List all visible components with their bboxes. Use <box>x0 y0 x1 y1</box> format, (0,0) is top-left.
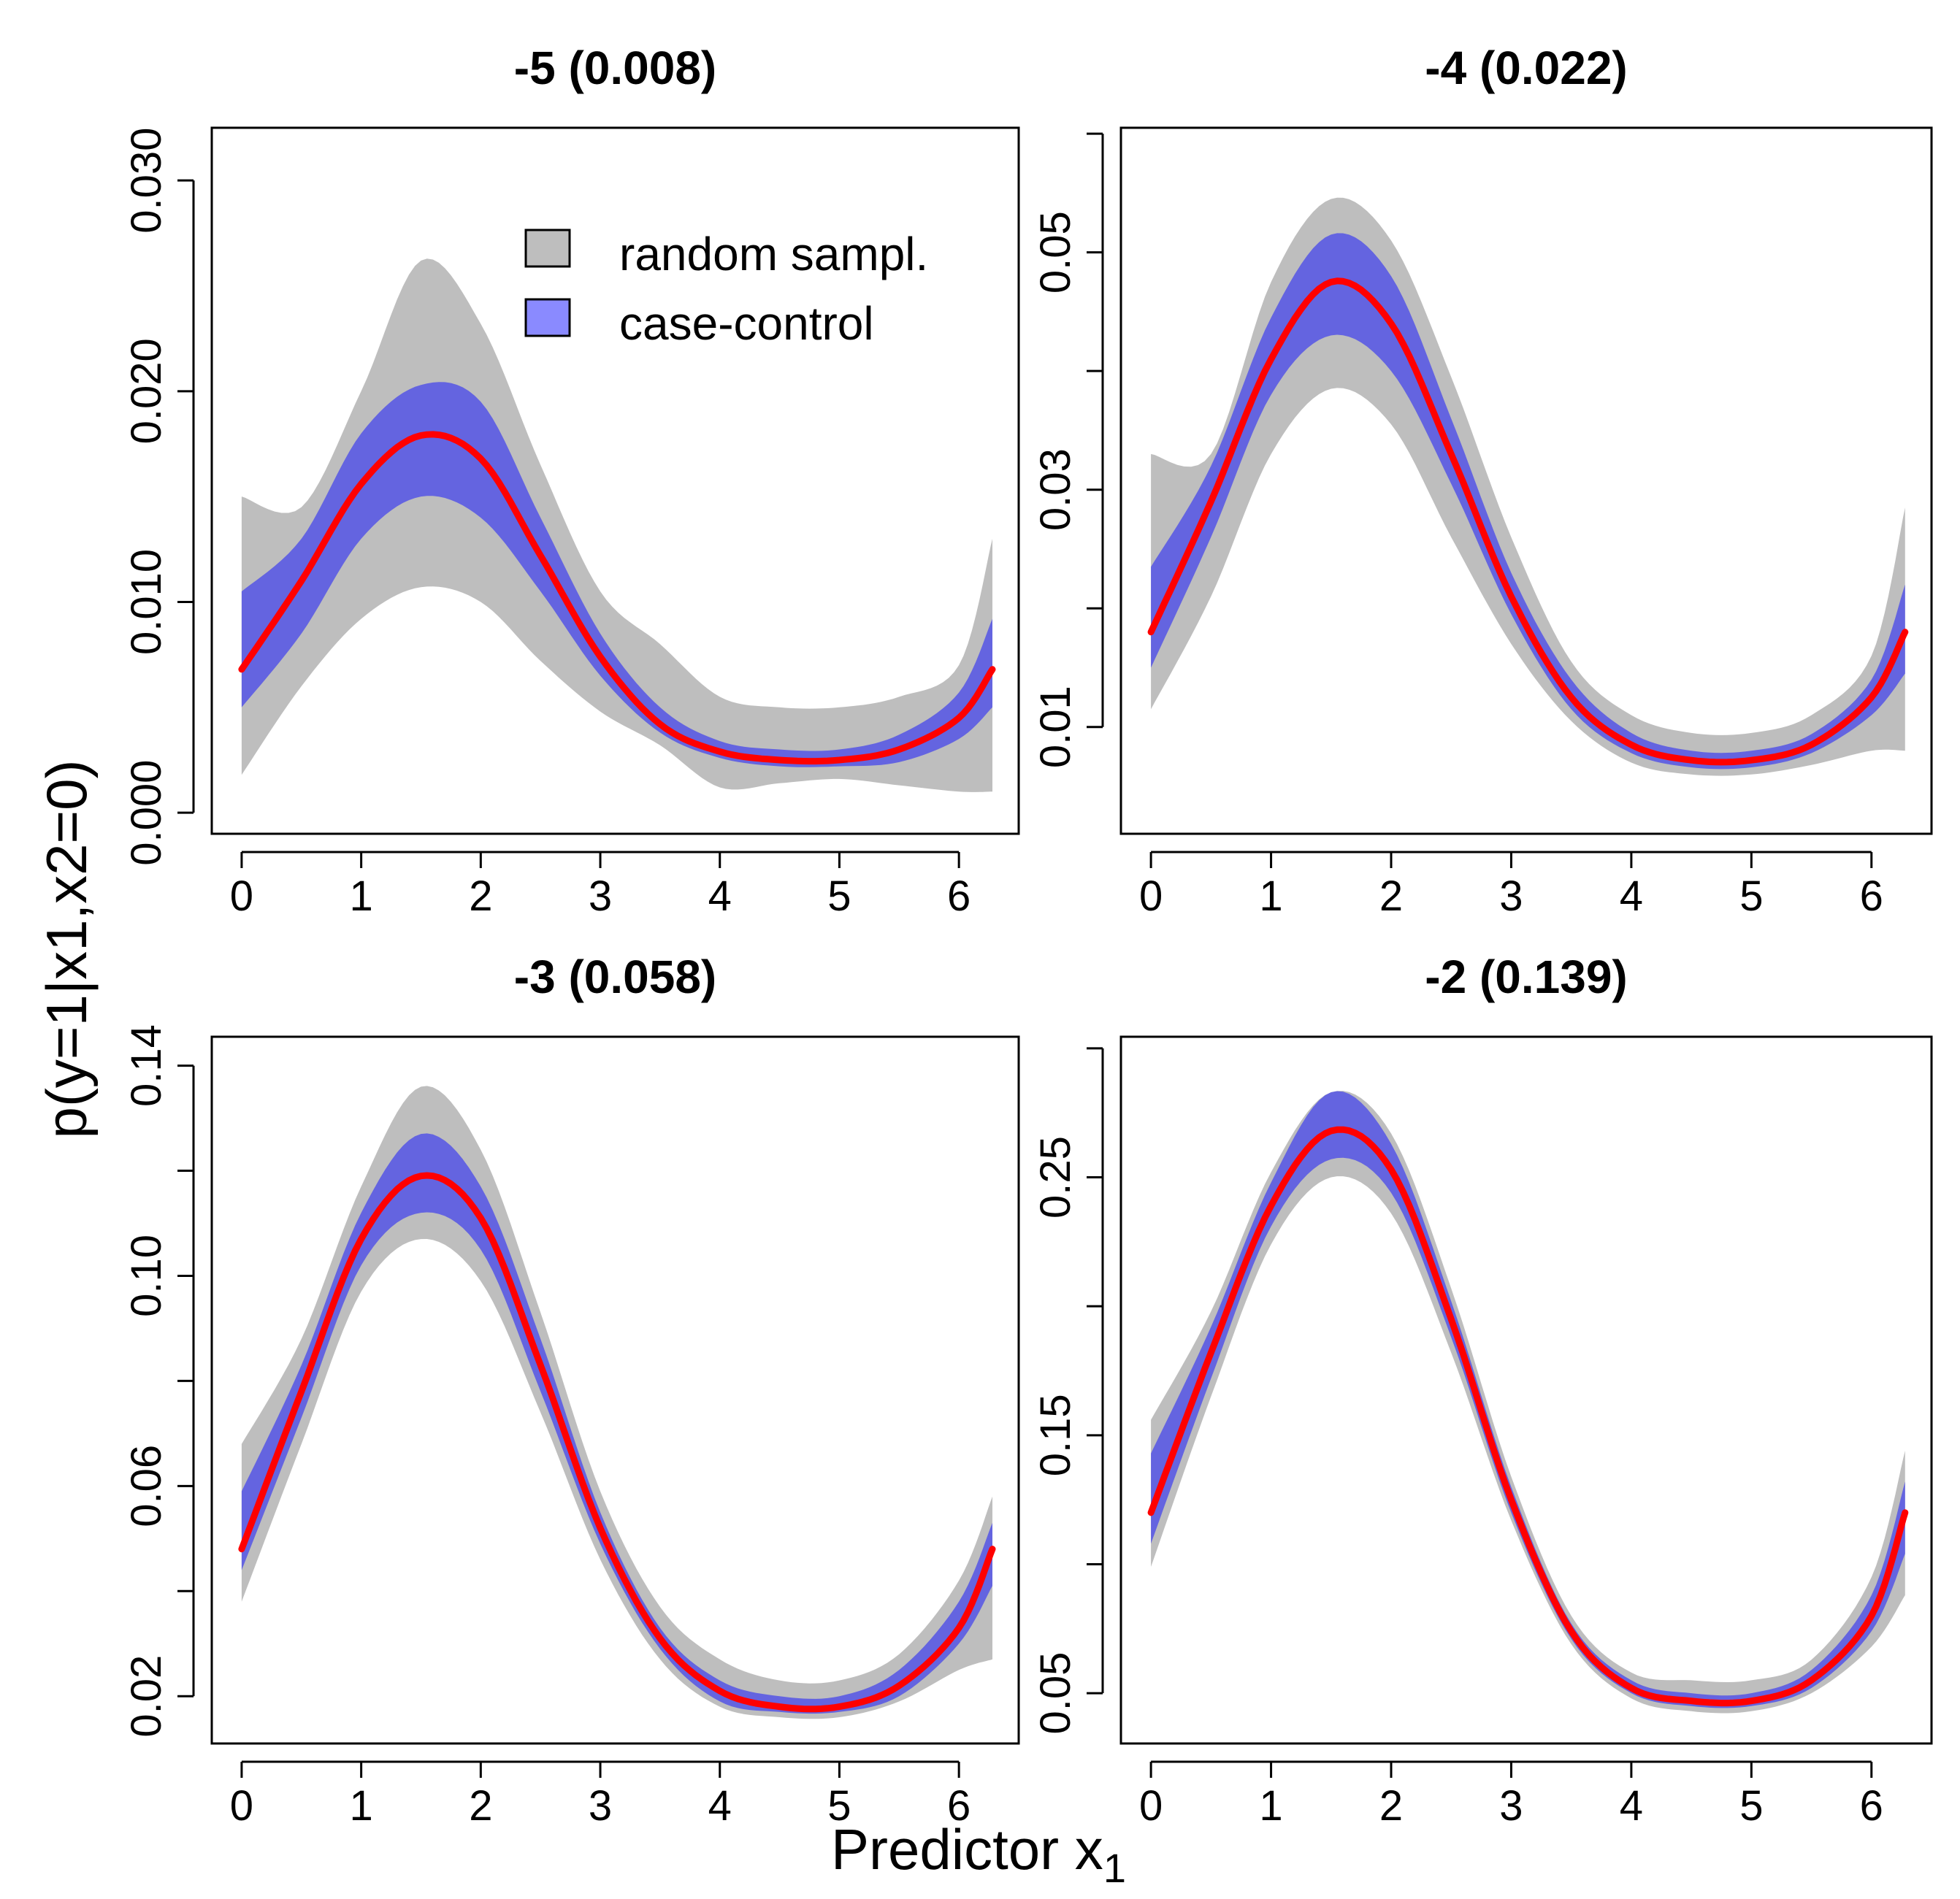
x-axis-label-main: Predictor x <box>831 1817 1103 1881</box>
plot-frame <box>210 126 1020 835</box>
x-tick-label: 6 <box>1860 1782 1883 1830</box>
y-tick-label: 0.10 <box>123 1235 170 1317</box>
x-axis-label: Predictor x1 <box>831 1817 1126 1891</box>
y-tick-label: 0.03 <box>1032 448 1079 531</box>
x-tick-label: 0 <box>1139 872 1163 920</box>
mean-probability-line <box>1147 1126 1909 1707</box>
plot-frame <box>1119 126 1933 835</box>
y-tick-label: 0.25 <box>1032 1136 1079 1219</box>
y-tick-label: 0.01 <box>1032 686 1079 768</box>
panel-3: 0 1 2 3 4 5 6 0.02 0.06 0.10 0.14 -3 (0.058) <box>123 951 1020 1830</box>
panel-4: 0 1 2 3 4 5 6 0.05 0.15 0.25 -2 (0.139) <box>1032 951 1933 1830</box>
random-sampling-band <box>1151 197 1905 776</box>
x-tick-label: 2 <box>1379 872 1403 920</box>
x-tick-label: 1 <box>349 872 372 920</box>
random-sampling-band <box>1151 1091 1905 1714</box>
x-tick-label: 1 <box>1259 1782 1282 1830</box>
x-tick-label: 4 <box>1620 872 1643 920</box>
x-tick-label: 0 <box>230 1782 253 1830</box>
x-tick-label: 3 <box>589 872 612 920</box>
x-tick-label: 0 <box>230 872 253 920</box>
x-tick-label: 5 <box>827 1782 851 1830</box>
x-axis: 0 1 2 3 4 5 6 <box>230 851 971 920</box>
y-tick-label: 0.020 <box>123 338 170 444</box>
x-tick-label: 5 <box>1739 1782 1763 1830</box>
panel-1: 0 1 2 3 4 5 6 0.000 0.010 0.020 0.030 -5 (0.008) <box>123 42 1020 920</box>
x-tick-label: 6 <box>947 872 971 920</box>
x-tick-label: 5 <box>827 872 851 920</box>
y-tick-label: 0.06 <box>123 1445 170 1527</box>
x-tick-label: 2 <box>469 1782 492 1830</box>
x-tick-label: 4 <box>708 1782 732 1830</box>
x-tick-label: 0 <box>1139 1782 1163 1830</box>
plot-frame <box>210 1035 1020 1745</box>
x-axis: 0 1 2 3 4 5 6 <box>230 1760 971 1830</box>
panel-2: 0 1 2 3 4 5 6 0.01 0.03 0.05 -4 (0.022) <box>1032 42 1933 920</box>
y-axis: 0.01 0.03 0.05 <box>1032 132 1104 768</box>
legend-label-case-control: case-control <box>619 297 874 350</box>
legend-label-random: random sampl. <box>619 228 928 280</box>
random-sampling-band <box>241 1086 992 1719</box>
legend-swatch-case-control <box>524 298 571 337</box>
x-tick-label: 3 <box>1499 872 1523 920</box>
x-tick-label: 2 <box>1379 1782 1403 1830</box>
y-axis: 0.05 0.15 0.25 <box>1032 1047 1104 1735</box>
x-tick-label: 6 <box>1860 872 1883 920</box>
x-axis-label-subscript: 1 <box>1103 1845 1126 1891</box>
y-tick-label: 0.000 <box>123 760 170 866</box>
y-tick-label: 0.14 <box>123 1024 170 1107</box>
y-axis: 0.02 0.06 0.10 0.14 <box>123 1024 195 1738</box>
legend: random sampl. case-control <box>524 228 928 350</box>
y-tick-label: 0.15 <box>1032 1394 1079 1476</box>
x-tick-label: 6 <box>947 1782 971 1830</box>
panel-title: -2 (0.139) <box>1425 951 1627 1003</box>
x-axis: 0 1 2 3 4 5 6 <box>1139 851 1883 920</box>
mean-probability-line <box>1147 277 1909 766</box>
panel-title: -5 (0.008) <box>514 42 716 94</box>
y-tick-label: 0.05 <box>1032 1652 1079 1735</box>
x-axis: 0 1 2 3 4 5 6 <box>1139 1760 1883 1830</box>
mean-probability-line <box>238 431 996 765</box>
x-tick-label: 1 <box>1259 872 1282 920</box>
panel-title: -4 (0.022) <box>1425 42 1627 94</box>
x-tick-label: 4 <box>708 872 732 920</box>
panel-title: -3 (0.058) <box>514 951 716 1003</box>
x-tick-label: 3 <box>589 1782 612 1830</box>
x-tick-label: 5 <box>1739 872 1763 920</box>
case-control-band <box>1151 1091 1905 1708</box>
y-tick-label: 0.02 <box>123 1655 170 1738</box>
x-tick-label: 3 <box>1499 1782 1523 1830</box>
x-tick-label: 2 <box>469 872 492 920</box>
mean-probability-line <box>238 1172 996 1713</box>
plot-frame <box>1119 1035 1933 1745</box>
case-control-band <box>241 382 992 767</box>
legend-swatch-random <box>524 229 571 268</box>
y-tick-label: 0.05 <box>1032 211 1079 294</box>
y-axis: 0.000 0.010 0.020 0.030 <box>123 128 195 866</box>
x-tick-label: 4 <box>1620 1782 1643 1830</box>
y-axis-label: p(y=1|x1,x2=0) <box>34 760 99 1139</box>
y-tick-label: 0.010 <box>123 549 170 655</box>
y-tick-label: 0.030 <box>123 128 170 234</box>
case-control-band <box>241 1133 992 1714</box>
x-tick-label: 1 <box>349 1782 372 1830</box>
